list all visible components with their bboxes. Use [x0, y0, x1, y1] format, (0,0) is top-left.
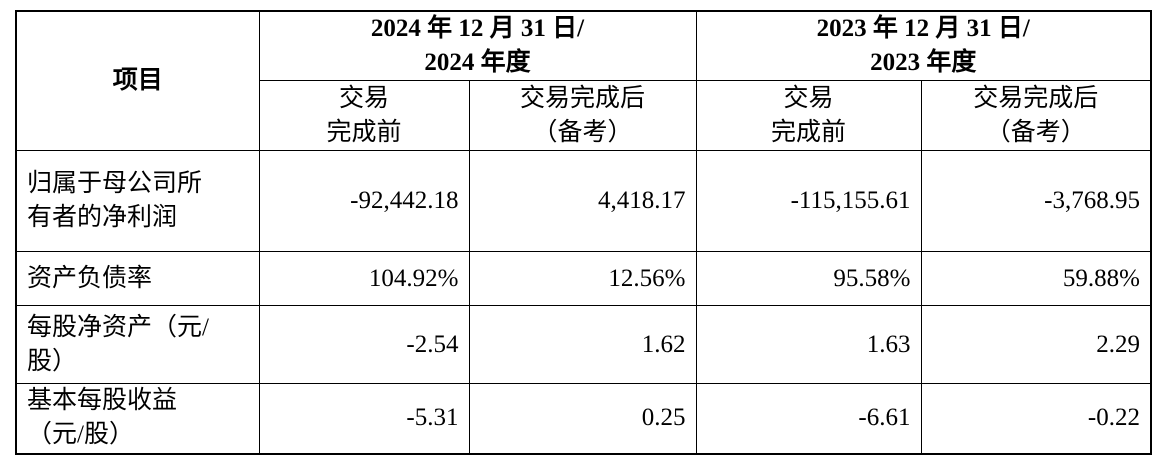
sub-header: 交易 完成前	[695, 80, 922, 151]
header-line: （备考）	[532, 118, 633, 146]
header-line: 完成前	[326, 118, 402, 146]
table-row: 资产负债率 104.92% 12.56% 95.58% 59.88%	[15, 251, 1152, 306]
row-label: 基本每股收益（元/股）	[15, 383, 260, 454]
header-line: 2024 年度	[424, 49, 531, 76]
table-row: 归属于母公司所有者的净利润 -92,442.18 4,418.17 -115,155.…	[15, 150, 1152, 252]
data-table: 项目 2024 年 12 月 31 日/2024 年度 2023 年 12 月 …	[15, 10, 1152, 455]
item-header: 项目	[15, 10, 260, 151]
header-line: （备考）	[985, 118, 1086, 146]
sub-header: 交易 完成前	[258, 80, 470, 151]
row-label: 每股净资产（元/股）	[15, 305, 260, 384]
header-line: 2023 年 12 月 31 日/	[816, 15, 1030, 42]
value-cell: 59.88%	[920, 251, 1152, 306]
value-cell: 95.58%	[695, 251, 922, 306]
header-line: 交易	[338, 84, 389, 112]
header-line: 交易完成后	[519, 84, 645, 112]
value-cell: 2.29	[920, 305, 1152, 384]
value-cell: 1.63	[695, 305, 922, 384]
row-label-text: 归属于母公司所有者的净利润	[27, 170, 203, 231]
row-label-text: 基本每股收益（元/股）	[27, 387, 178, 449]
header-line: 交易完成后	[973, 84, 1099, 112]
value-cell: 1.62	[468, 305, 697, 384]
table-row: 基本每股收益（元/股） -5.31 0.25 -6.61 -0.22	[15, 383, 1152, 454]
value-cell: -92,442.18	[258, 150, 470, 252]
sub-header: 交易完成后 （备考）	[468, 80, 697, 151]
row-label-text: 资产负债率	[27, 264, 153, 292]
header-line: 完成前	[770, 118, 846, 146]
value-cell: 12.56%	[468, 251, 697, 306]
value-cell: -2.54	[258, 305, 470, 384]
value-cell: -6.61	[695, 383, 922, 454]
table-row: 每股净资产（元/股） -2.54 1.62 1.63 2.29	[15, 305, 1152, 384]
group-header: 2024 年 12 月 31 日/2024 年度	[258, 10, 697, 81]
row-label-text: 每股净资产（元/股）	[27, 313, 209, 375]
header-line: 2024 年 12 月 31 日/	[370, 15, 585, 42]
row-label: 归属于母公司所有者的净利润	[15, 150, 260, 252]
group-header: 2023 年 12 月 31 日/2023 年度	[695, 10, 1152, 81]
value-cell: -3,768.95	[920, 150, 1152, 252]
value-cell: 0.25	[468, 383, 697, 454]
value-cell: 4,418.17	[468, 150, 697, 252]
sub-header: 交易完成后 （备考）	[920, 80, 1152, 151]
value-cell: -115,155.61	[695, 150, 922, 252]
value-cell: -5.31	[258, 383, 470, 454]
header-line: 交易	[783, 84, 834, 112]
value-cell: 104.92%	[258, 251, 470, 306]
row-label: 资产负债率	[15, 251, 260, 306]
header-line: 2023 年度	[870, 49, 977, 76]
value-cell: -0.22	[920, 383, 1152, 454]
